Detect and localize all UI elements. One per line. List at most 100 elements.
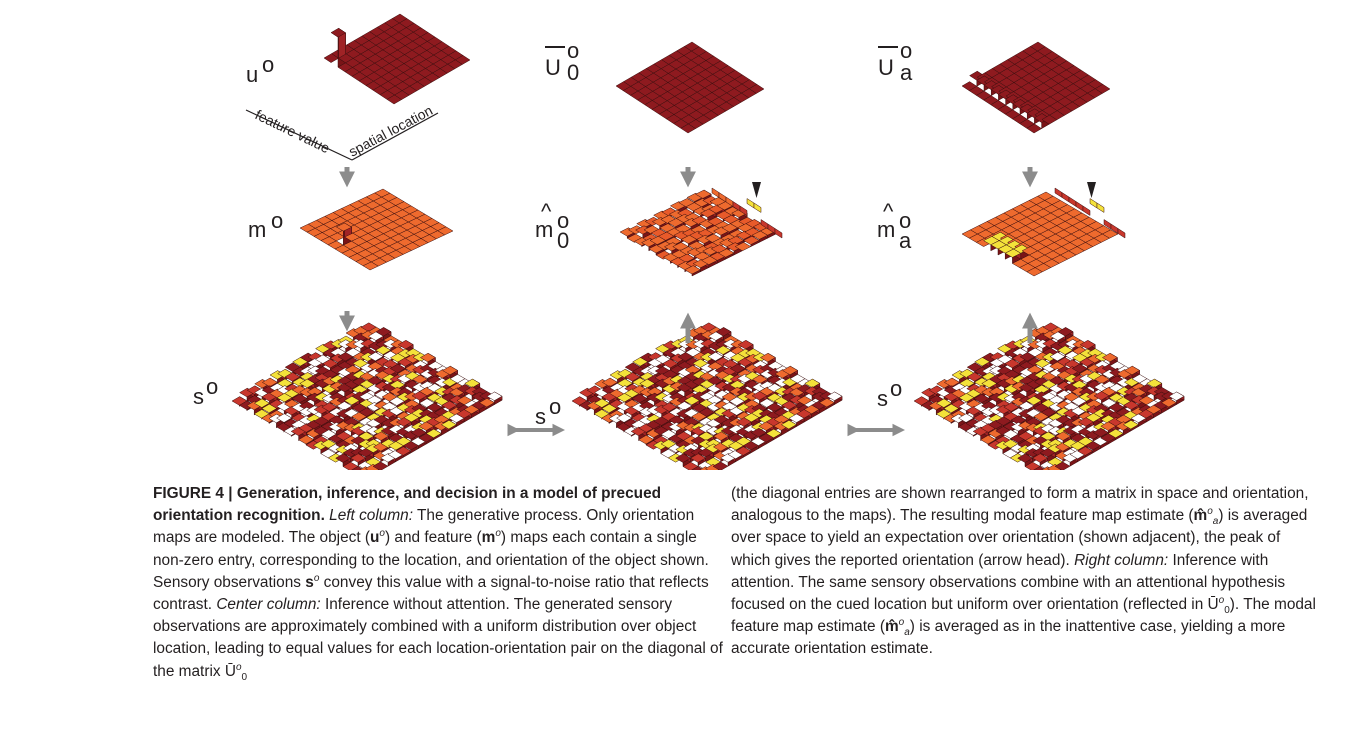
symbol-mhata: m [877,217,895,242]
orientation-expectation-strip [711,187,720,198]
caption-right-column: (the diagonal entries are shown rearrang… [731,483,1319,661]
surface-cell [748,84,765,94]
caption-center-head: Center column: [216,596,321,614]
symbol-s: s [193,384,204,409]
surface-cell [1101,352,1118,363]
orientation-expectation-strip [774,228,783,239]
symbol-u: u [246,62,258,87]
orientation-expectation-strip [1054,187,1063,198]
peak-arrowhead [1087,182,1096,198]
subscript-0: 0 [567,60,579,85]
surface-cell [375,327,392,337]
surface-cell [1168,391,1185,401]
caption-text: ) maps each contain a single non-zero en… [153,529,709,591]
caption-text: convey this value with a signal-to-noise… [153,573,709,614]
subscript-a: a [899,228,912,253]
hat-accent: ^ [883,199,894,224]
figure-caption: FIGURE 4 | Generation, inference, and de… [0,483,1355,741]
caption-symbol: Ū [224,662,236,680]
peak-arrowhead [752,182,761,198]
caption-symbol: s [305,573,314,591]
caption-sup: o [313,572,320,584]
superscript-o: o [271,208,283,233]
caption-symbol: m̂ [1193,507,1208,525]
surface-cell [826,391,843,401]
axis-label-spatial: spatial location [346,102,435,160]
surface-plots [231,13,1185,470]
hat-accent: ^ [541,199,552,224]
orientation-expectation-strip [753,202,762,213]
surface-cell [464,378,481,388]
orientation-expectation-strip [1061,192,1070,203]
symbol-Ua: U [878,55,894,80]
symbol-s: s [535,404,546,429]
caption-left-column: FIGURE 4 | Generation, inference, and de… [153,483,730,683]
caption-symbol: m [481,529,496,547]
superscript-o: o [900,38,912,63]
orientation-expectation-strip [1068,196,1077,207]
caption-symbol: m̂ [884,618,899,636]
caption-sub: 0 [241,671,248,683]
orientation-expectation-strip [1117,228,1126,239]
u-map-axes: feature value spatial location [245,102,439,161]
surface-cell [330,27,347,38]
superscript-o: o [262,52,274,77]
caption-text: The generative process. Only orientation… [153,507,695,547]
surface-cell [335,222,353,232]
symbol-s: s [877,386,888,411]
caption-sup: o [1207,506,1213,518]
orientation-expectation-strip [739,205,748,216]
caption-text: Inference with attention. The same senso… [731,551,1286,614]
symbol-mhat0: m [535,217,553,242]
surface-cell [419,352,436,363]
surface-cell [759,352,776,363]
surface-cell [695,189,712,199]
surface-cell [715,327,732,337]
surface-cell [737,340,754,350]
surface-cell [1124,365,1141,376]
surface-cell [1101,229,1119,239]
surface-cell [486,391,503,401]
surface-cell [442,365,459,376]
caption-symbol: Ū [1207,596,1219,614]
surface-cell [782,365,799,376]
surface-cell [1146,378,1163,388]
axis-label-feature: feature value [253,106,333,156]
caption-text: ) and feature ( [384,529,482,547]
surface-cell [1094,84,1111,94]
superscript-o: o [890,376,902,401]
caption-title: FIGURE 4 | Generation, inference, and de… [153,485,662,525]
surface-cell [1079,340,1096,350]
subscript-0: 0 [557,228,569,253]
symbol-U0: U [545,55,561,80]
superscript-o: o [567,38,579,63]
surface-cell [397,340,414,350]
caption-text: Inference without attention. The generat… [153,596,723,680]
caption-sub: a [904,627,910,639]
arrows [338,167,1096,437]
surface-cell [437,226,454,236]
caption-sup: o [379,528,385,540]
superscript-o: o [206,374,218,399]
superscript-o: o [557,208,569,233]
caption-left-head: Left column: [329,507,413,525]
caption-sup: o [495,528,501,540]
caption-symbol: u [370,529,380,547]
caption-text: (the diagonal entries are shown rearrang… [731,485,1309,525]
caption-text: ) is averaged over space to yield an exp… [731,507,1308,569]
orientation-expectation-strip [746,198,755,209]
figure-illustration: u o m o s o s o s o U o 0 U o a m ^ o 0 [193,13,1185,470]
caption-right-head: Right column: [1074,551,1169,569]
caption-sub: 0 [1224,605,1230,617]
caption-sup: o [235,661,242,673]
surface-cell [1057,327,1074,337]
surface-cell [454,55,471,65]
orientation-expectation-strip [1096,202,1105,213]
caption-sub: a [1212,516,1219,528]
orientation-expectation-strip [1082,205,1091,216]
symbol-m: m [248,217,266,242]
orientation-expectation-strip [1075,201,1084,212]
caption-text: ). The modal feature map estimate ( [731,596,1316,636]
orientation-expectation-strip [1089,198,1098,209]
superscript-o: o [899,208,911,233]
